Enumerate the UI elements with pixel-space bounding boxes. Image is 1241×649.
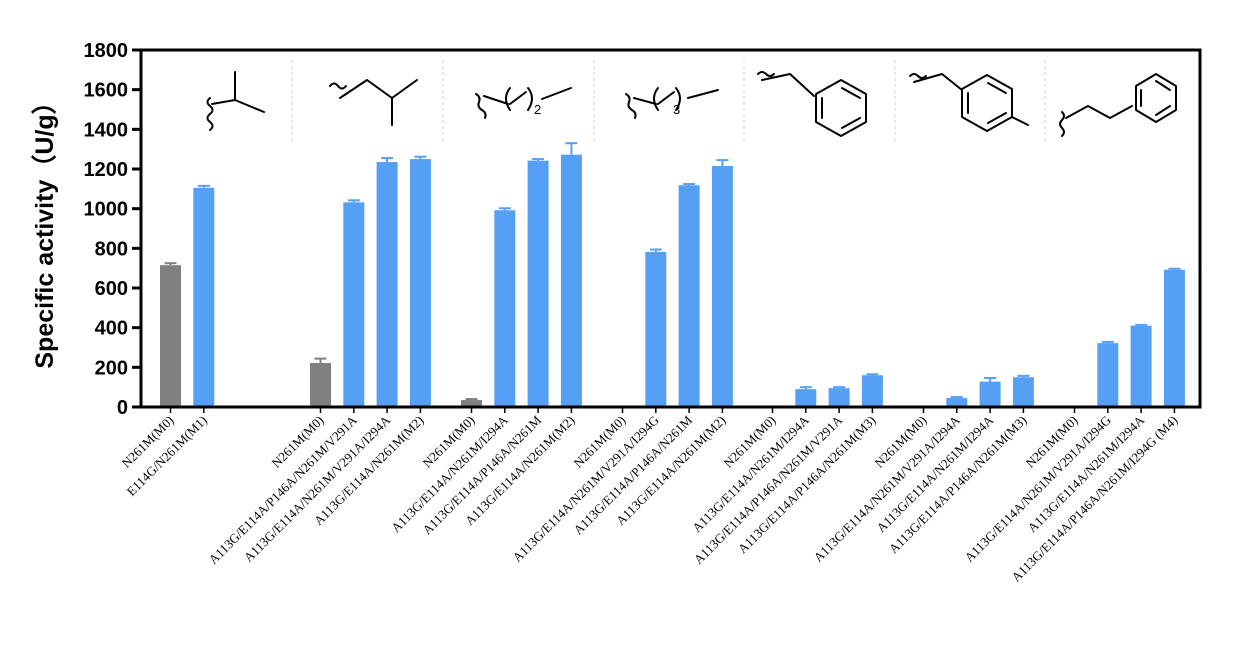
bar-2-2 — [343, 202, 365, 407]
y-tick-label: 0 — [117, 397, 128, 419]
y-tick-label: 1600 — [84, 80, 129, 102]
y-tick-label: 1200 — [84, 159, 129, 181]
bar-2-1 — [310, 362, 331, 407]
bar-3-3 — [527, 160, 549, 407]
isopropyl-structure-icon — [206, 71, 265, 131]
y-axis-label: Specific activity（U/g） — [30, 89, 59, 368]
bar-2-4 — [409, 159, 431, 407]
y-tick-label: 200 — [95, 357, 128, 379]
4-methylbenzyl-structure-icon — [909, 73, 1029, 132]
bar-7-4 — [1163, 269, 1185, 407]
bar-3-1 — [461, 400, 482, 407]
benzyl-structure-icon — [757, 71, 867, 137]
bar-7-3 — [1130, 325, 1152, 407]
substituent-separators — [291, 60, 1046, 142]
y-axis-ticks: 0 200 400 600 800 1000 1200 1400 1600 1800 — [84, 40, 141, 419]
bars — [160, 154, 1185, 407]
y-tick-label: 1800 — [84, 40, 129, 62]
bar-2-3 — [376, 162, 398, 407]
y-tick-label: 800 — [95, 238, 128, 260]
bar-3-4 — [560, 154, 582, 407]
error-bars — [164, 142, 1181, 401]
x-tick-label: A113G/E114A/N261M/V291A/I294A — [811, 412, 964, 565]
n-butyl-structure-icon: 2 — [475, 87, 572, 119]
bar-1-1 — [160, 265, 181, 407]
isobutyl-structure-icon — [329, 79, 418, 126]
x-tick-label: A113G/E114A/N261M/V291A/I294A — [241, 412, 394, 565]
x-tick-label: A113G/E114A/N261M/V291A/I294G — [510, 413, 662, 565]
y-tick-label: 400 — [95, 318, 128, 340]
substituent-structures: 2 3 — [206, 71, 1177, 137]
bar-5-3 — [828, 388, 850, 407]
bar-1-2 — [193, 187, 215, 407]
bar-4-2 — [645, 251, 667, 407]
bar-5-4 — [861, 375, 883, 407]
bar-4-4 — [711, 166, 733, 407]
x-tick-label: A113G/E114A/N261M/V291A/I294G — [962, 413, 1114, 565]
bar-5-2 — [795, 389, 817, 407]
x-axis-tick-labels: N261M(M0)E114G/N261M(M1) N261M(M0)A113G/E… — [119, 407, 1181, 585]
bar-6-3 — [979, 381, 1001, 407]
n-butyl-subscript: 2 — [534, 102, 541, 117]
bar-6-2 — [946, 398, 968, 407]
phenylethyl-structure-icon — [1059, 73, 1177, 137]
n-pentyl-subscript: 3 — [673, 102, 680, 117]
bar-4-3 — [678, 185, 700, 407]
n-pentyl-structure-icon: 3 — [625, 87, 719, 119]
bar-6-4 — [1012, 377, 1034, 407]
bar-7-2 — [1097, 343, 1119, 407]
plot-frame — [139, 48, 1202, 409]
x-tick-label: A113G/E114A/P146A/N261M/V291A — [205, 412, 360, 567]
y-tick-label: 1000 — [84, 199, 129, 221]
y-tick-label: 1400 — [84, 119, 129, 141]
y-tick-label: 600 — [95, 278, 128, 300]
bar-3-2 — [494, 210, 516, 407]
